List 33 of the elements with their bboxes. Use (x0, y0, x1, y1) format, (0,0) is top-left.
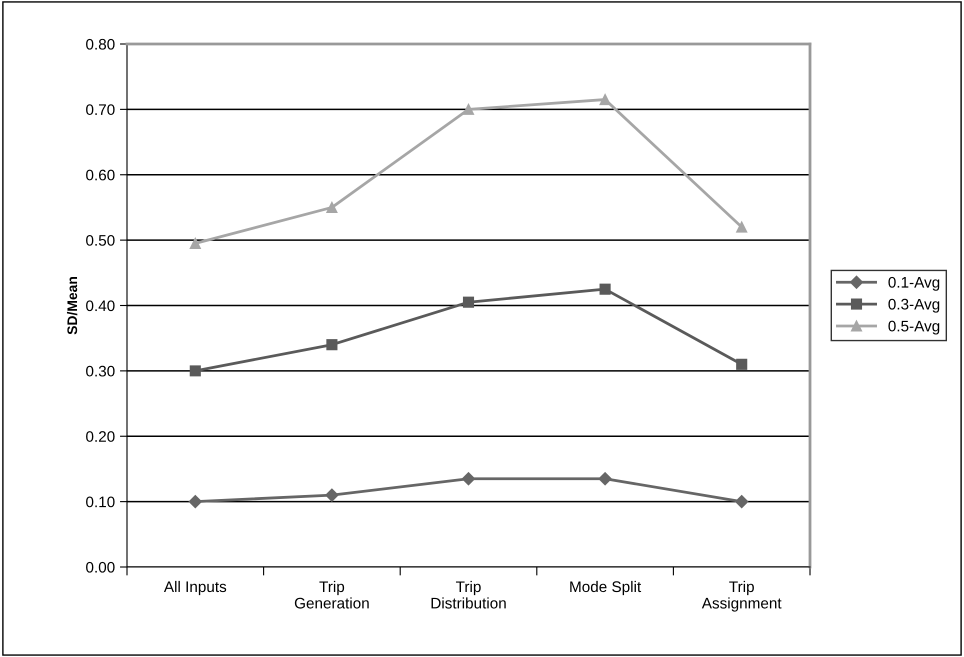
x-tick-label: Trip Distribution (432, 580, 506, 609)
y-tick-label: 0.00 (86, 562, 115, 573)
point (736, 221, 748, 233)
point (325, 488, 338, 502)
legend-label: 0.3-Avg (888, 298, 940, 313)
legend-label: 0.1-Avg (888, 276, 940, 291)
y-tick-label: 0.70 (86, 104, 115, 116)
point (326, 202, 338, 213)
y-tick-label: 0.60 (86, 170, 115, 180)
point (598, 472, 612, 486)
y-tick-label: 0.80 (86, 38, 115, 50)
x-tick-label: Trip Assignment (702, 580, 782, 612)
y-tick-label: 0.20 (86, 431, 115, 442)
point (190, 238, 201, 249)
point (462, 296, 474, 308)
point (736, 358, 748, 370)
point (188, 495, 202, 508)
point (600, 94, 611, 106)
y-tick-label: 0.10 (86, 496, 115, 508)
x-tick-label: Mode Split (570, 580, 642, 596)
y-tick-label: 0.40 (86, 300, 115, 312)
y-tick-label: 0.30 (86, 366, 115, 377)
legend-label: 0.5-Avg (888, 320, 940, 334)
y-tick-label: 0.50 (86, 234, 115, 246)
x-tick-label: Trip Generation (294, 580, 369, 609)
point (462, 104, 474, 115)
point (462, 472, 476, 486)
point (600, 284, 611, 295)
x-tick-label: All Inputs (164, 580, 226, 596)
y-axis-title: SD/Mean (66, 277, 78, 334)
point (735, 495, 748, 508)
point (326, 339, 338, 350)
point (190, 365, 201, 376)
